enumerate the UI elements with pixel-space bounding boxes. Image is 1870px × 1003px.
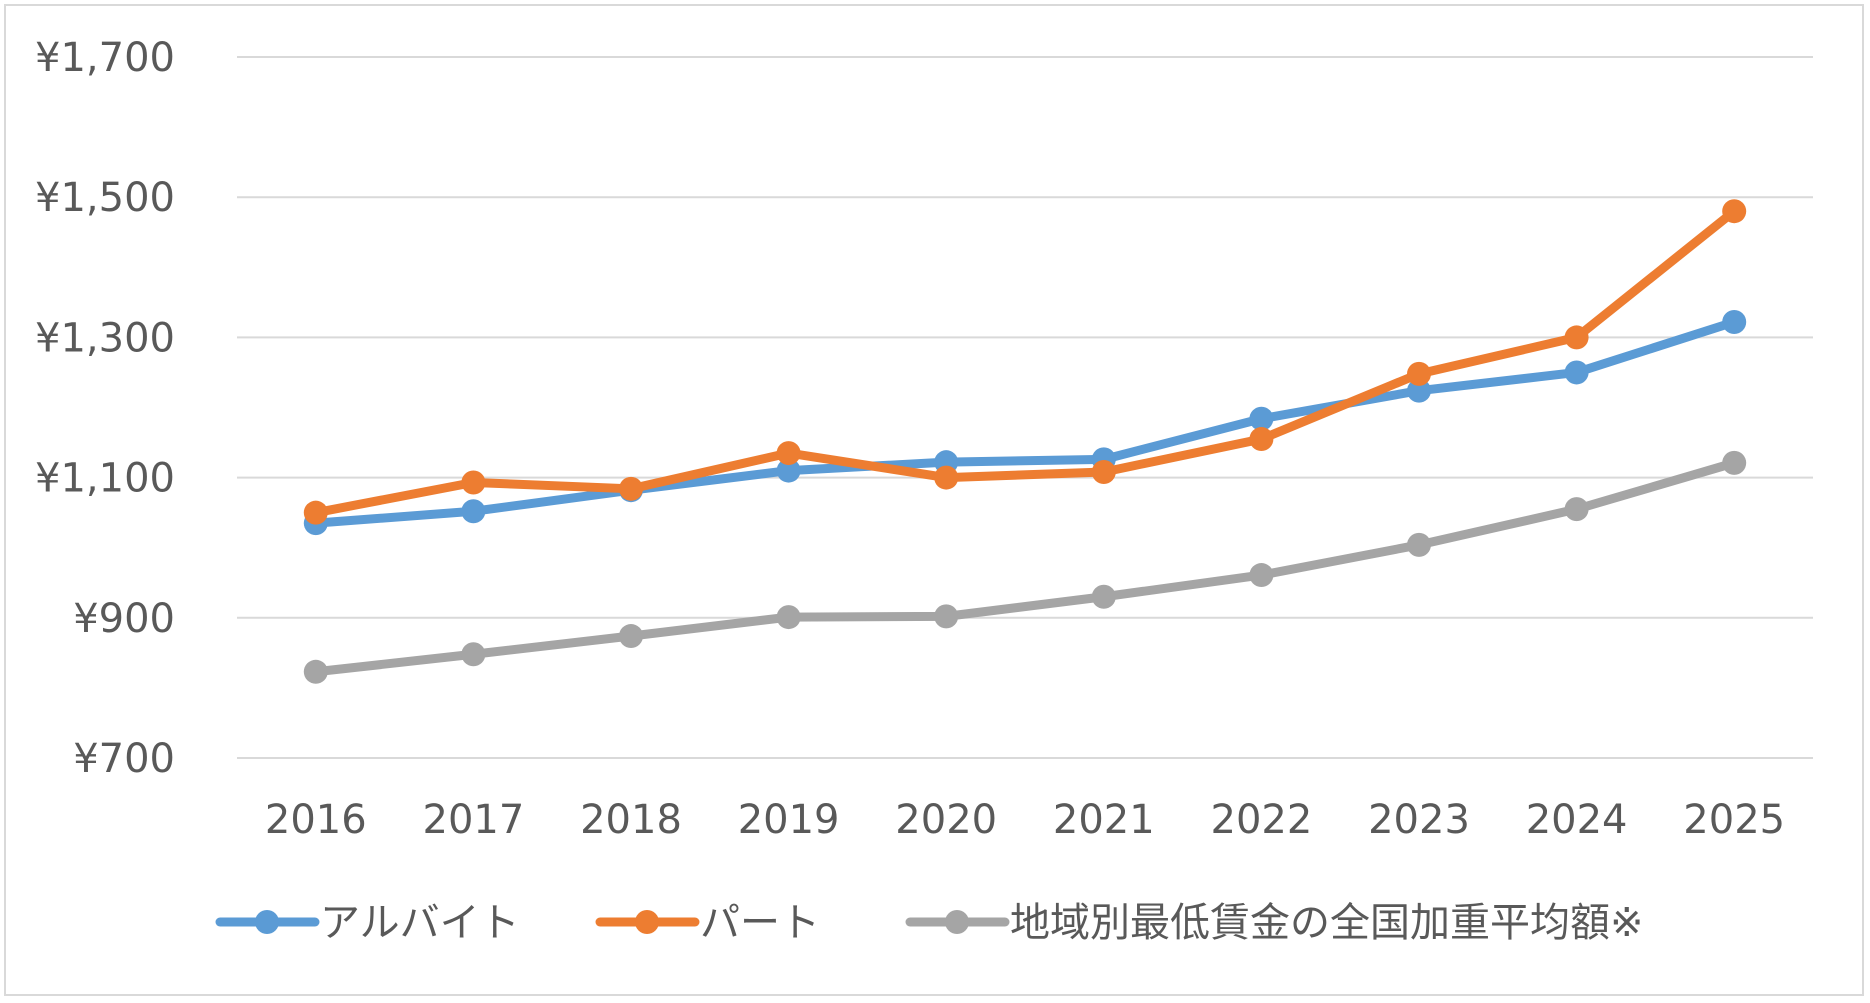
x-tick-label: 2018 (580, 797, 682, 843)
data-point (1564, 497, 1589, 522)
series-3 (303, 450, 1747, 684)
x-tick-label: 2019 (738, 797, 840, 843)
legend: アルバイト パート 地域別最低賃金の全国加重平均額※ (215, 900, 1644, 946)
data-point (1407, 378, 1431, 403)
y-tick-label: ¥1,300 (35, 315, 175, 361)
chart-frame (4, 4, 1864, 996)
data-point (619, 476, 643, 501)
y-tick-label: ¥1,500 (35, 175, 175, 221)
data-point (1564, 360, 1589, 385)
legend-marker (635, 910, 659, 934)
data-point (1722, 199, 1747, 224)
legend-label: パート (700, 900, 820, 946)
x-axis-ticks: 2016 2017 2018 2019 2020 2021 2022 2023 2024 2025 (265, 797, 1785, 843)
data-point (1407, 361, 1431, 386)
data-point (461, 470, 486, 495)
series-1 (303, 309, 1747, 536)
x-tick-label: 2021 (1053, 797, 1155, 843)
data-point (303, 659, 328, 684)
data-point (1249, 406, 1274, 431)
y-axis-ticks: ¥700 ¥900 ¥1,100 ¥1,300 ¥1,500 ¥1,700 (35, 35, 175, 782)
legend-label: アルバイト (320, 900, 520, 946)
x-tick-label: 2017 (423, 797, 525, 843)
x-tick-label: 2020 (895, 797, 997, 843)
x-tick-label: 2016 (265, 797, 367, 843)
y-tick-label: ¥900 (73, 596, 175, 642)
y-tick-label: ¥700 (73, 736, 175, 782)
y-tick-label: ¥1,100 (35, 456, 175, 502)
data-point (619, 624, 643, 649)
legend-item: アルバイト (215, 900, 520, 946)
x-tick-label: 2024 (1526, 797, 1628, 843)
data-point (1722, 309, 1747, 334)
data-point (776, 605, 801, 630)
legend-item: 地域別最低賃金の全国加重平均額※ (905, 900, 1644, 946)
data-point (776, 441, 801, 466)
y-tick-label: ¥1,700 (35, 35, 175, 81)
legend-item: パート (595, 900, 820, 946)
x-tick-label: 2023 (1368, 797, 1470, 843)
series-line (311, 206, 1739, 518)
x-tick-label: 2025 (1683, 797, 1785, 843)
gridlines (237, 56, 1813, 759)
series-line (311, 317, 1739, 528)
series-lines (303, 199, 1747, 684)
data-point (1091, 584, 1116, 609)
data-point (461, 642, 486, 667)
data-point (1407, 532, 1431, 557)
data-point (303, 500, 328, 525)
data-point (1249, 427, 1274, 452)
series-line (311, 458, 1739, 677)
legend-label: 地域別最低賃金の全国加重平均額※ (1010, 900, 1644, 946)
x-tick-label: 2022 (1211, 797, 1313, 843)
data-point (934, 465, 959, 490)
data-point (1564, 325, 1589, 350)
data-point (461, 499, 486, 524)
series-2 (303, 199, 1747, 525)
data-point (776, 458, 801, 483)
data-point (1091, 459, 1116, 484)
data-point (1249, 563, 1274, 588)
legend-marker (255, 910, 279, 934)
data-point (1722, 450, 1747, 475)
legend-marker (945, 910, 969, 934)
data-point (934, 604, 959, 629)
